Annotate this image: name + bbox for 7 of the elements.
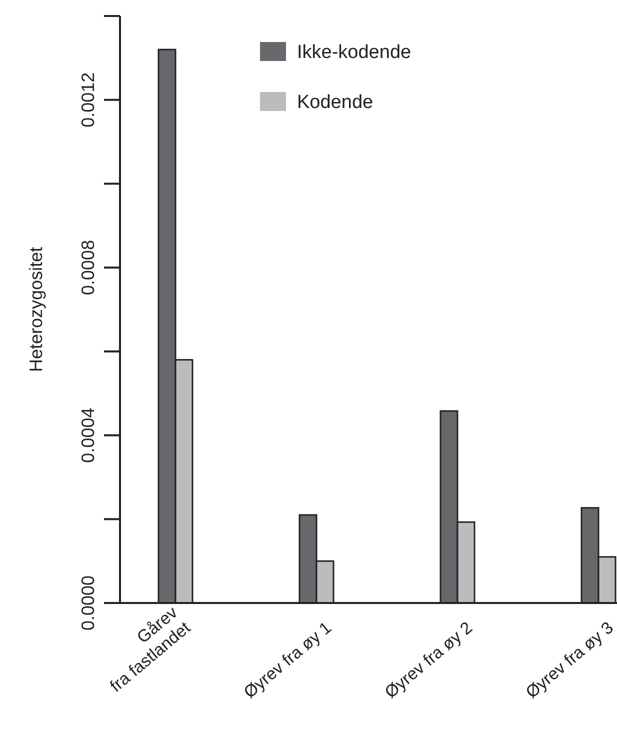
y-tick-label: 0.0000 bbox=[78, 575, 98, 631]
y-tick-label: 0.0004 bbox=[78, 408, 98, 463]
legend-label: Ikke-kodende bbox=[297, 42, 412, 63]
legend-label: Kodende bbox=[297, 92, 374, 113]
y-tick-label: 0.0008 bbox=[78, 240, 98, 296]
y-axis-title: Heterozygositet bbox=[26, 246, 46, 372]
y-tick-label: 0.0012 bbox=[78, 72, 98, 128]
